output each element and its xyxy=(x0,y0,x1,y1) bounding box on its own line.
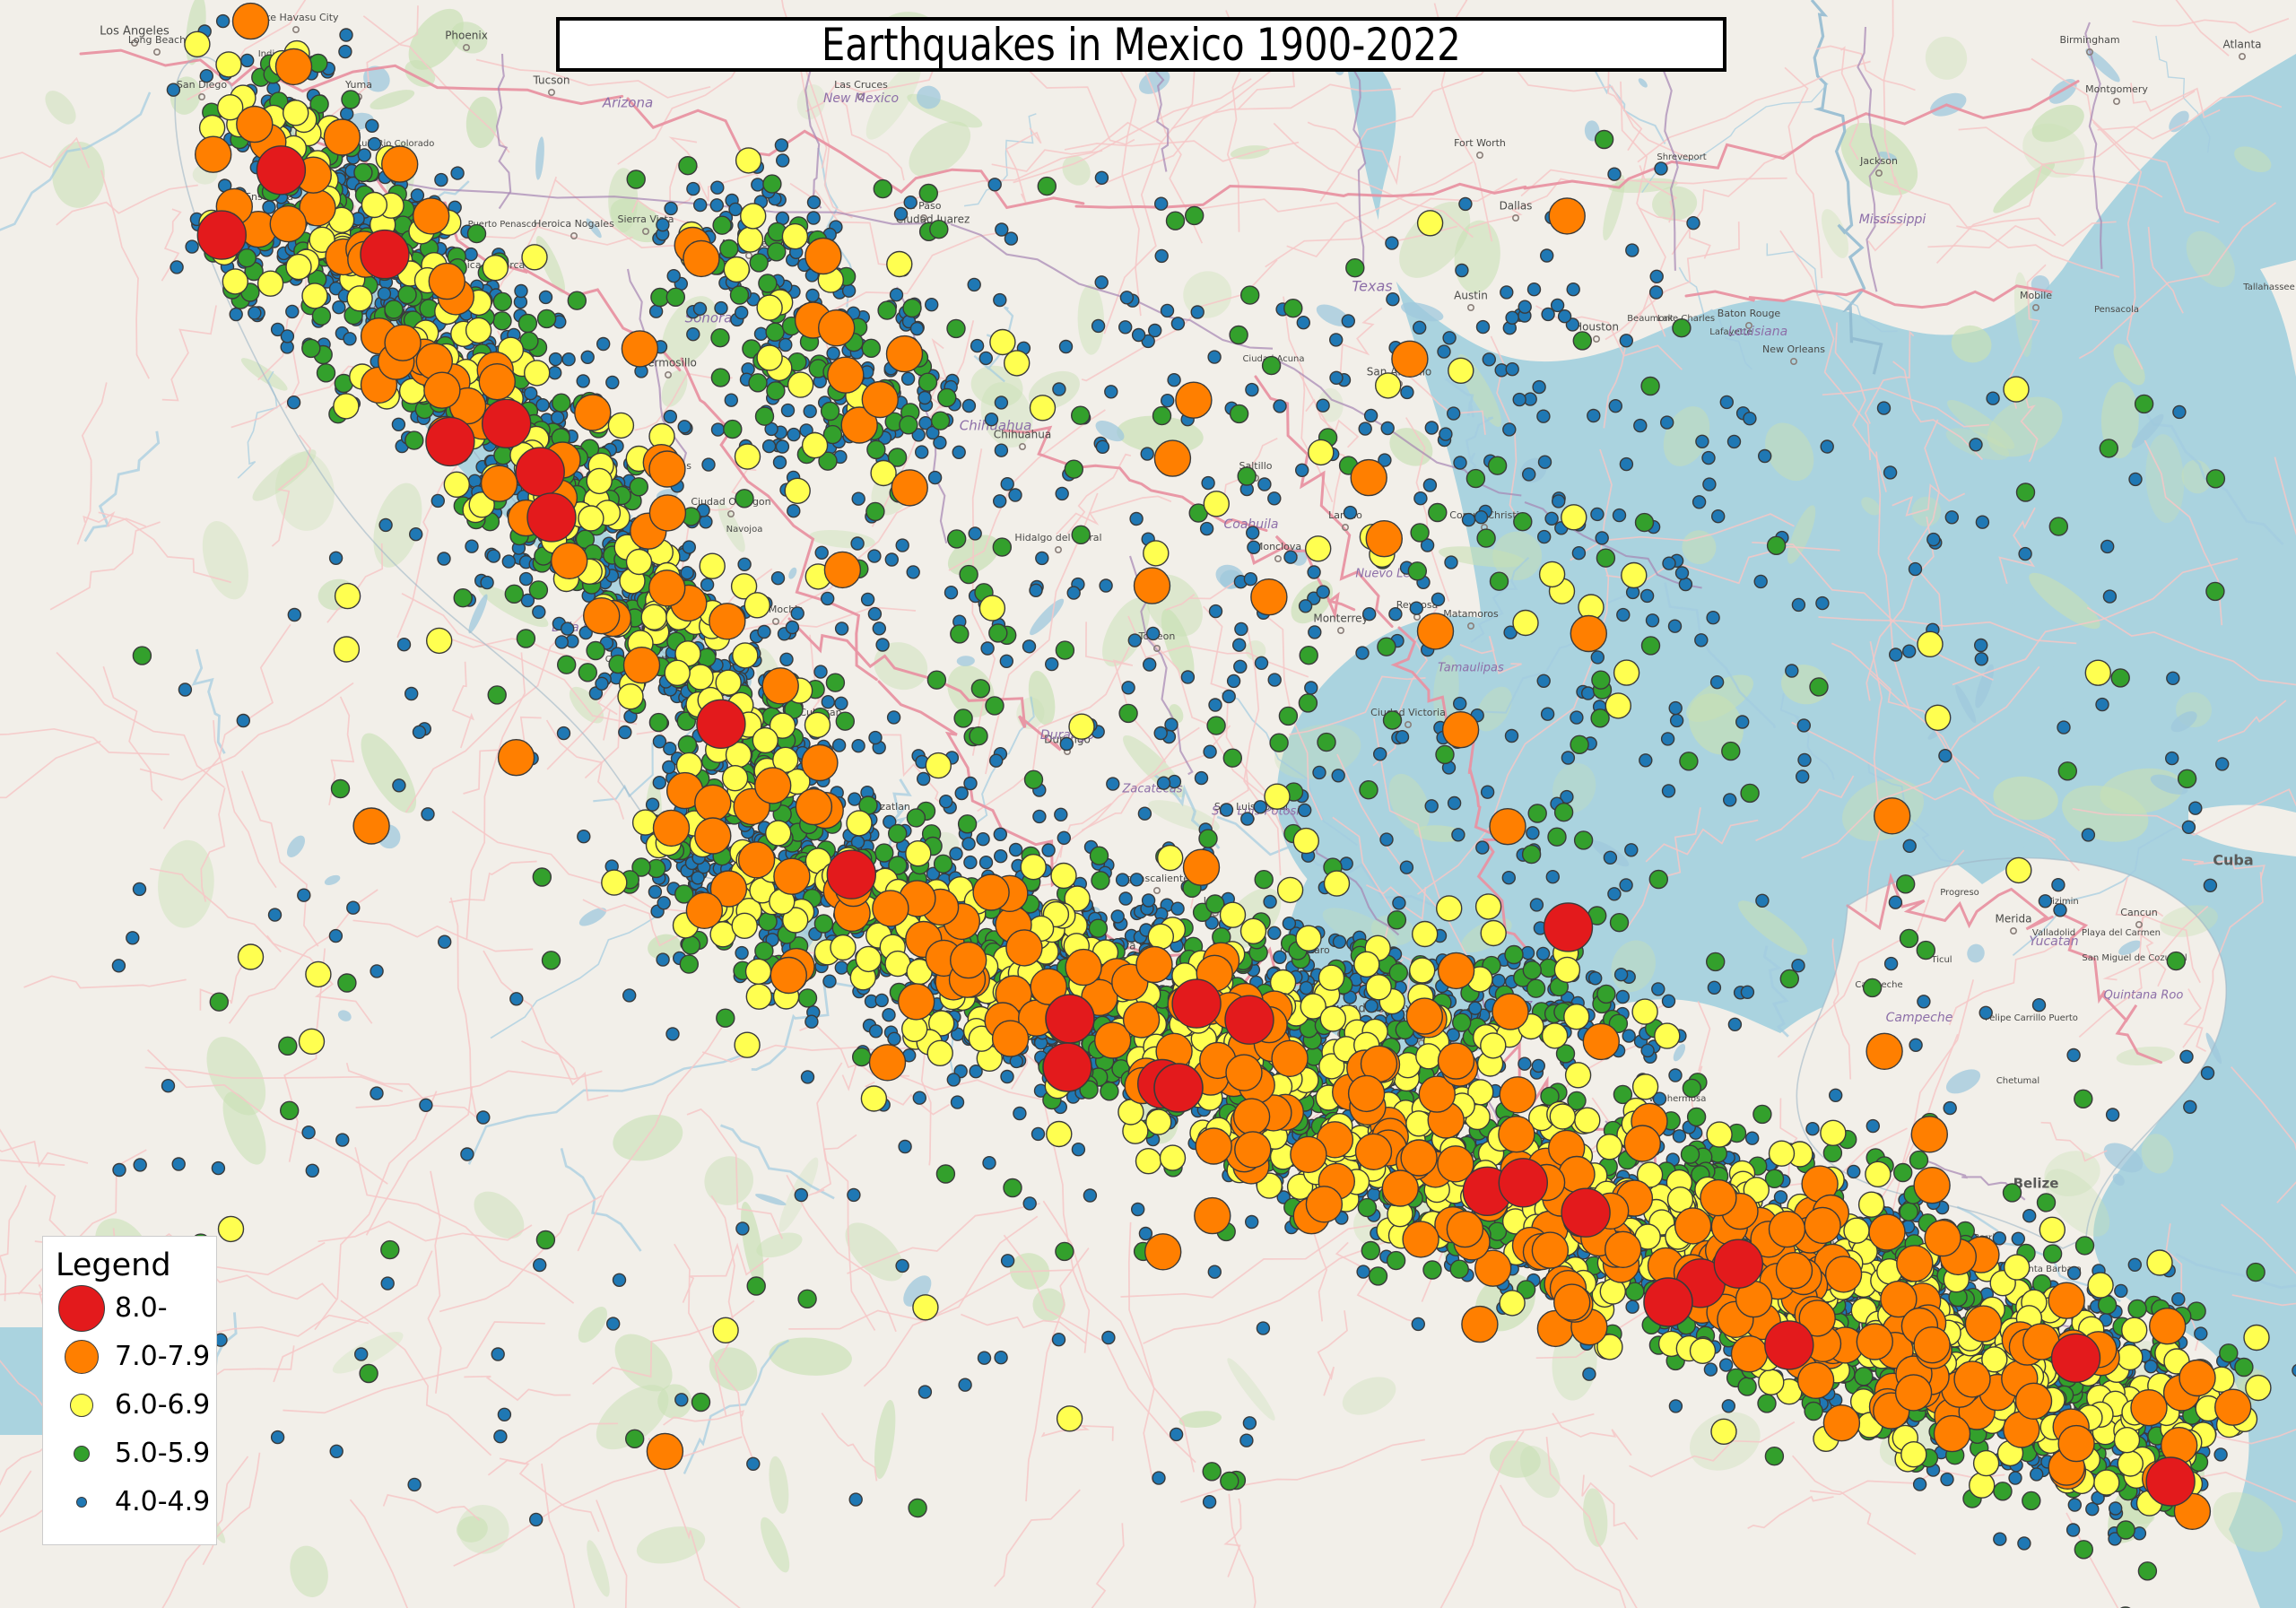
svg-text:Indio: Indio xyxy=(258,49,281,59)
svg-text:Heroica Nogales: Heroica Nogales xyxy=(534,218,614,230)
legend-marker-icon xyxy=(65,1339,99,1374)
svg-text:Houston: Houston xyxy=(1574,321,1619,334)
svg-text:Shreveport: Shreveport xyxy=(1657,152,1706,162)
title-box: Earthquakes in Mexico 1900-2022 xyxy=(556,17,1726,72)
svg-text:Baton Rouge: Baton Rouge xyxy=(1718,308,1781,319)
legend-marker-icon xyxy=(58,1284,105,1332)
legend-marker-icon xyxy=(76,1496,87,1508)
legend-marker-icon xyxy=(70,1393,93,1417)
svg-text:Fort Worth: Fort Worth xyxy=(1454,137,1506,149)
svg-text:Mobile: Mobile xyxy=(2020,290,2052,301)
legend-swatch-wrap xyxy=(48,1284,115,1332)
legend-label: 7.0-7.9 xyxy=(115,1340,211,1372)
svg-text:Merida: Merida xyxy=(1996,913,2032,926)
legend-swatch-wrap xyxy=(48,1339,115,1374)
svg-text:Las Cruces: Las Cruces xyxy=(834,79,888,91)
legend-entry-7-0-7-9: 7.0-7.9 xyxy=(43,1333,216,1381)
svg-text:Coahuila: Coahuila xyxy=(1223,517,1278,532)
svg-text:Austin: Austin xyxy=(1454,290,1488,302)
svg-text:Chetumal: Chetumal xyxy=(1996,1076,2039,1086)
svg-text:Ticul: Ticul xyxy=(1930,955,1952,965)
svg-text:Birmingham: Birmingham xyxy=(2059,34,2119,46)
legend-title: Legend xyxy=(56,1247,171,1283)
svg-text:Los Angeles: Los Angeles xyxy=(100,25,170,39)
legend: Legend 8.0- 7.0-7.9 6.0-6.9 5.0-5.9 4.0-4.9 xyxy=(42,1236,217,1545)
legend-label: 4.0-4.9 xyxy=(115,1485,211,1517)
svg-text:Texas: Texas xyxy=(1352,278,1392,295)
svg-text:Tucson: Tucson xyxy=(533,74,570,87)
svg-text:Cuba: Cuba xyxy=(2213,852,2253,869)
svg-text:Lake Havasu City: Lake Havasu City xyxy=(253,12,339,23)
svg-text:Monterrey: Monterrey xyxy=(1313,613,1368,625)
svg-text:Tizimin: Tizimin xyxy=(2046,897,2078,907)
svg-text:Felipe Carrillo Puerto: Felipe Carrillo Puerto xyxy=(1985,1013,2078,1023)
legend-swatch-wrap xyxy=(48,1496,115,1508)
svg-text:Beaumont: Beaumont xyxy=(1627,314,1674,324)
svg-text:Puerto Penasco: Puerto Penasco xyxy=(468,220,537,230)
legend-swatch-wrap xyxy=(48,1393,115,1417)
svg-text:Pensacola: Pensacola xyxy=(2094,305,2139,315)
svg-text:Yucatan: Yucatan xyxy=(2029,934,2078,949)
svg-text:Cancun: Cancun xyxy=(2120,907,2157,918)
svg-text:Louisiana: Louisiana xyxy=(1728,325,1787,339)
svg-text:Phoenix: Phoenix xyxy=(445,30,488,42)
svg-text:Dallas: Dallas xyxy=(1500,200,1533,213)
legend-marker-icon xyxy=(74,1445,90,1462)
svg-text:Long Beach: Long Beach xyxy=(128,34,186,46)
svg-text:Campeche: Campeche xyxy=(1886,1011,1953,1025)
svg-text:Chihuahua: Chihuahua xyxy=(994,429,1051,441)
svg-text:Santa Barbara: Santa Barbara xyxy=(2017,1265,2082,1274)
svg-text:Quintana Roo: Quintana Roo xyxy=(2104,989,2184,1003)
svg-text:Chihuahua: Chihuahua xyxy=(960,418,1032,434)
svg-text:Mississippi: Mississippi xyxy=(1859,213,1926,227)
svg-text:Navojoa: Navojoa xyxy=(726,525,763,535)
svg-text:Arizona: Arizona xyxy=(602,95,653,111)
legend-swatch-wrap xyxy=(48,1445,115,1462)
svg-text:Villahermosa: Villahermosa xyxy=(1648,1094,1707,1104)
svg-text:Playa del Carmen: Playa del Carmen xyxy=(2082,928,2161,938)
svg-text:Valladolid: Valladolid xyxy=(2032,928,2075,938)
svg-text:Atlanta: Atlanta xyxy=(2222,39,2261,51)
svg-text:Montgomery: Montgomery xyxy=(2085,83,2148,95)
svg-text:Ciudad Juarez: Ciudad Juarez xyxy=(896,213,970,226)
svg-text:Matamoros: Matamoros xyxy=(1443,608,1499,620)
svg-text:Progreso: Progreso xyxy=(1940,888,1979,898)
svg-text:Tallahassee: Tallahassee xyxy=(2242,282,2294,292)
svg-text:Jackson: Jackson xyxy=(1859,155,1898,167)
page-title: Earthquakes in Mexico 1900-2022 xyxy=(822,18,1461,71)
svg-text:New Mexico: New Mexico xyxy=(823,91,899,106)
svg-text:Tamaulipas: Tamaulipas xyxy=(1438,662,1504,675)
legend-label: 6.0-6.9 xyxy=(115,1388,211,1421)
svg-text:San Miguel de Cozumel: San Miguel de Cozumel xyxy=(2082,953,2187,963)
legend-label: 5.0-5.9 xyxy=(115,1437,211,1469)
legend-entry-5-0-5-9: 5.0-5.9 xyxy=(43,1430,216,1478)
legend-entry-6-0-6-9: 6.0-6.9 xyxy=(43,1381,216,1430)
legend-entry-4-0-4-9: 4.0-4.9 xyxy=(43,1478,216,1526)
svg-text:Yuma: Yuma xyxy=(344,79,372,91)
legend-label: 8.0- xyxy=(115,1291,168,1324)
svg-text:Monclova: Monclova xyxy=(1255,541,1301,552)
earthquake-markers xyxy=(111,2,2296,1608)
svg-text:San Luis Rio Colorado: San Luis Rio Colorado xyxy=(337,139,435,149)
legend-entry-8-0-: 8.0- xyxy=(43,1284,216,1333)
svg-text:New Orleans: New Orleans xyxy=(1762,343,1825,355)
svg-text:Lake Charles: Lake Charles xyxy=(1657,314,1715,324)
svg-text:San Diego: San Diego xyxy=(177,79,227,91)
legend-entries: 8.0- 7.0-7.9 6.0-6.9 5.0-5.9 4.0-4.9 xyxy=(43,1284,216,1526)
svg-text:Belize: Belize xyxy=(2013,1176,2059,1192)
svg-text:Lafayette: Lafayette xyxy=(1709,327,1752,337)
